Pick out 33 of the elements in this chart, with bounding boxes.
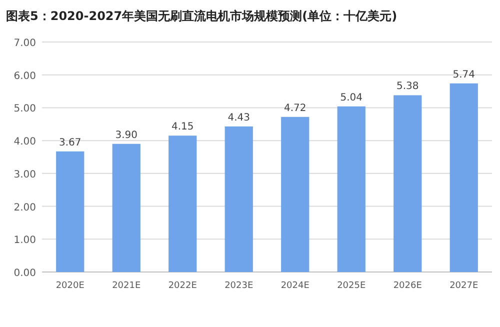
data-label: 5.74 bbox=[452, 69, 476, 80]
x-tick-label: 2023E bbox=[224, 281, 254, 291]
data-label: 4.15 bbox=[171, 122, 194, 133]
data-label: 3.90 bbox=[115, 130, 138, 141]
chart-title: 图表5：2020-2027年美国无刷直流电机市场规模预测(单位：十亿美元) bbox=[6, 9, 398, 23]
bar bbox=[112, 144, 140, 272]
bar bbox=[281, 116, 310, 272]
y-tick-label: 5.00 bbox=[14, 104, 36, 115]
data-label: 3.67 bbox=[58, 137, 82, 148]
x-tick-label: 2027E bbox=[450, 281, 478, 291]
y-tick-label: 0.00 bbox=[14, 268, 36, 279]
x-tick-label: 2025E bbox=[337, 281, 366, 291]
y-tick-label: 3.00 bbox=[14, 169, 36, 180]
y-tick-label: 2.00 bbox=[14, 202, 36, 214]
y-tick-label: 6.00 bbox=[14, 70, 36, 82]
bar bbox=[56, 151, 84, 272]
y-tick-label: 1.00 bbox=[14, 235, 36, 246]
data-label: 4.43 bbox=[228, 112, 250, 124]
x-tick-label: 2022E bbox=[168, 281, 198, 291]
bar bbox=[224, 126, 253, 272]
x-tick-label: 2024E bbox=[280, 281, 310, 291]
data-label: 4.72 bbox=[284, 102, 306, 114]
bar bbox=[337, 106, 366, 272]
x-tick-label: 2026E bbox=[393, 281, 422, 291]
x-tick-label: 2021E bbox=[112, 281, 141, 291]
data-label: 5.38 bbox=[396, 81, 419, 92]
x-tick-label: 2020E bbox=[56, 281, 85, 291]
bar bbox=[168, 136, 197, 272]
bar bbox=[450, 83, 478, 272]
y-tick-label: 4.00 bbox=[14, 136, 36, 148]
y-tick-label: 7.00 bbox=[14, 38, 36, 49]
bar bbox=[394, 95, 422, 272]
data-label: 5.04 bbox=[340, 92, 363, 104]
